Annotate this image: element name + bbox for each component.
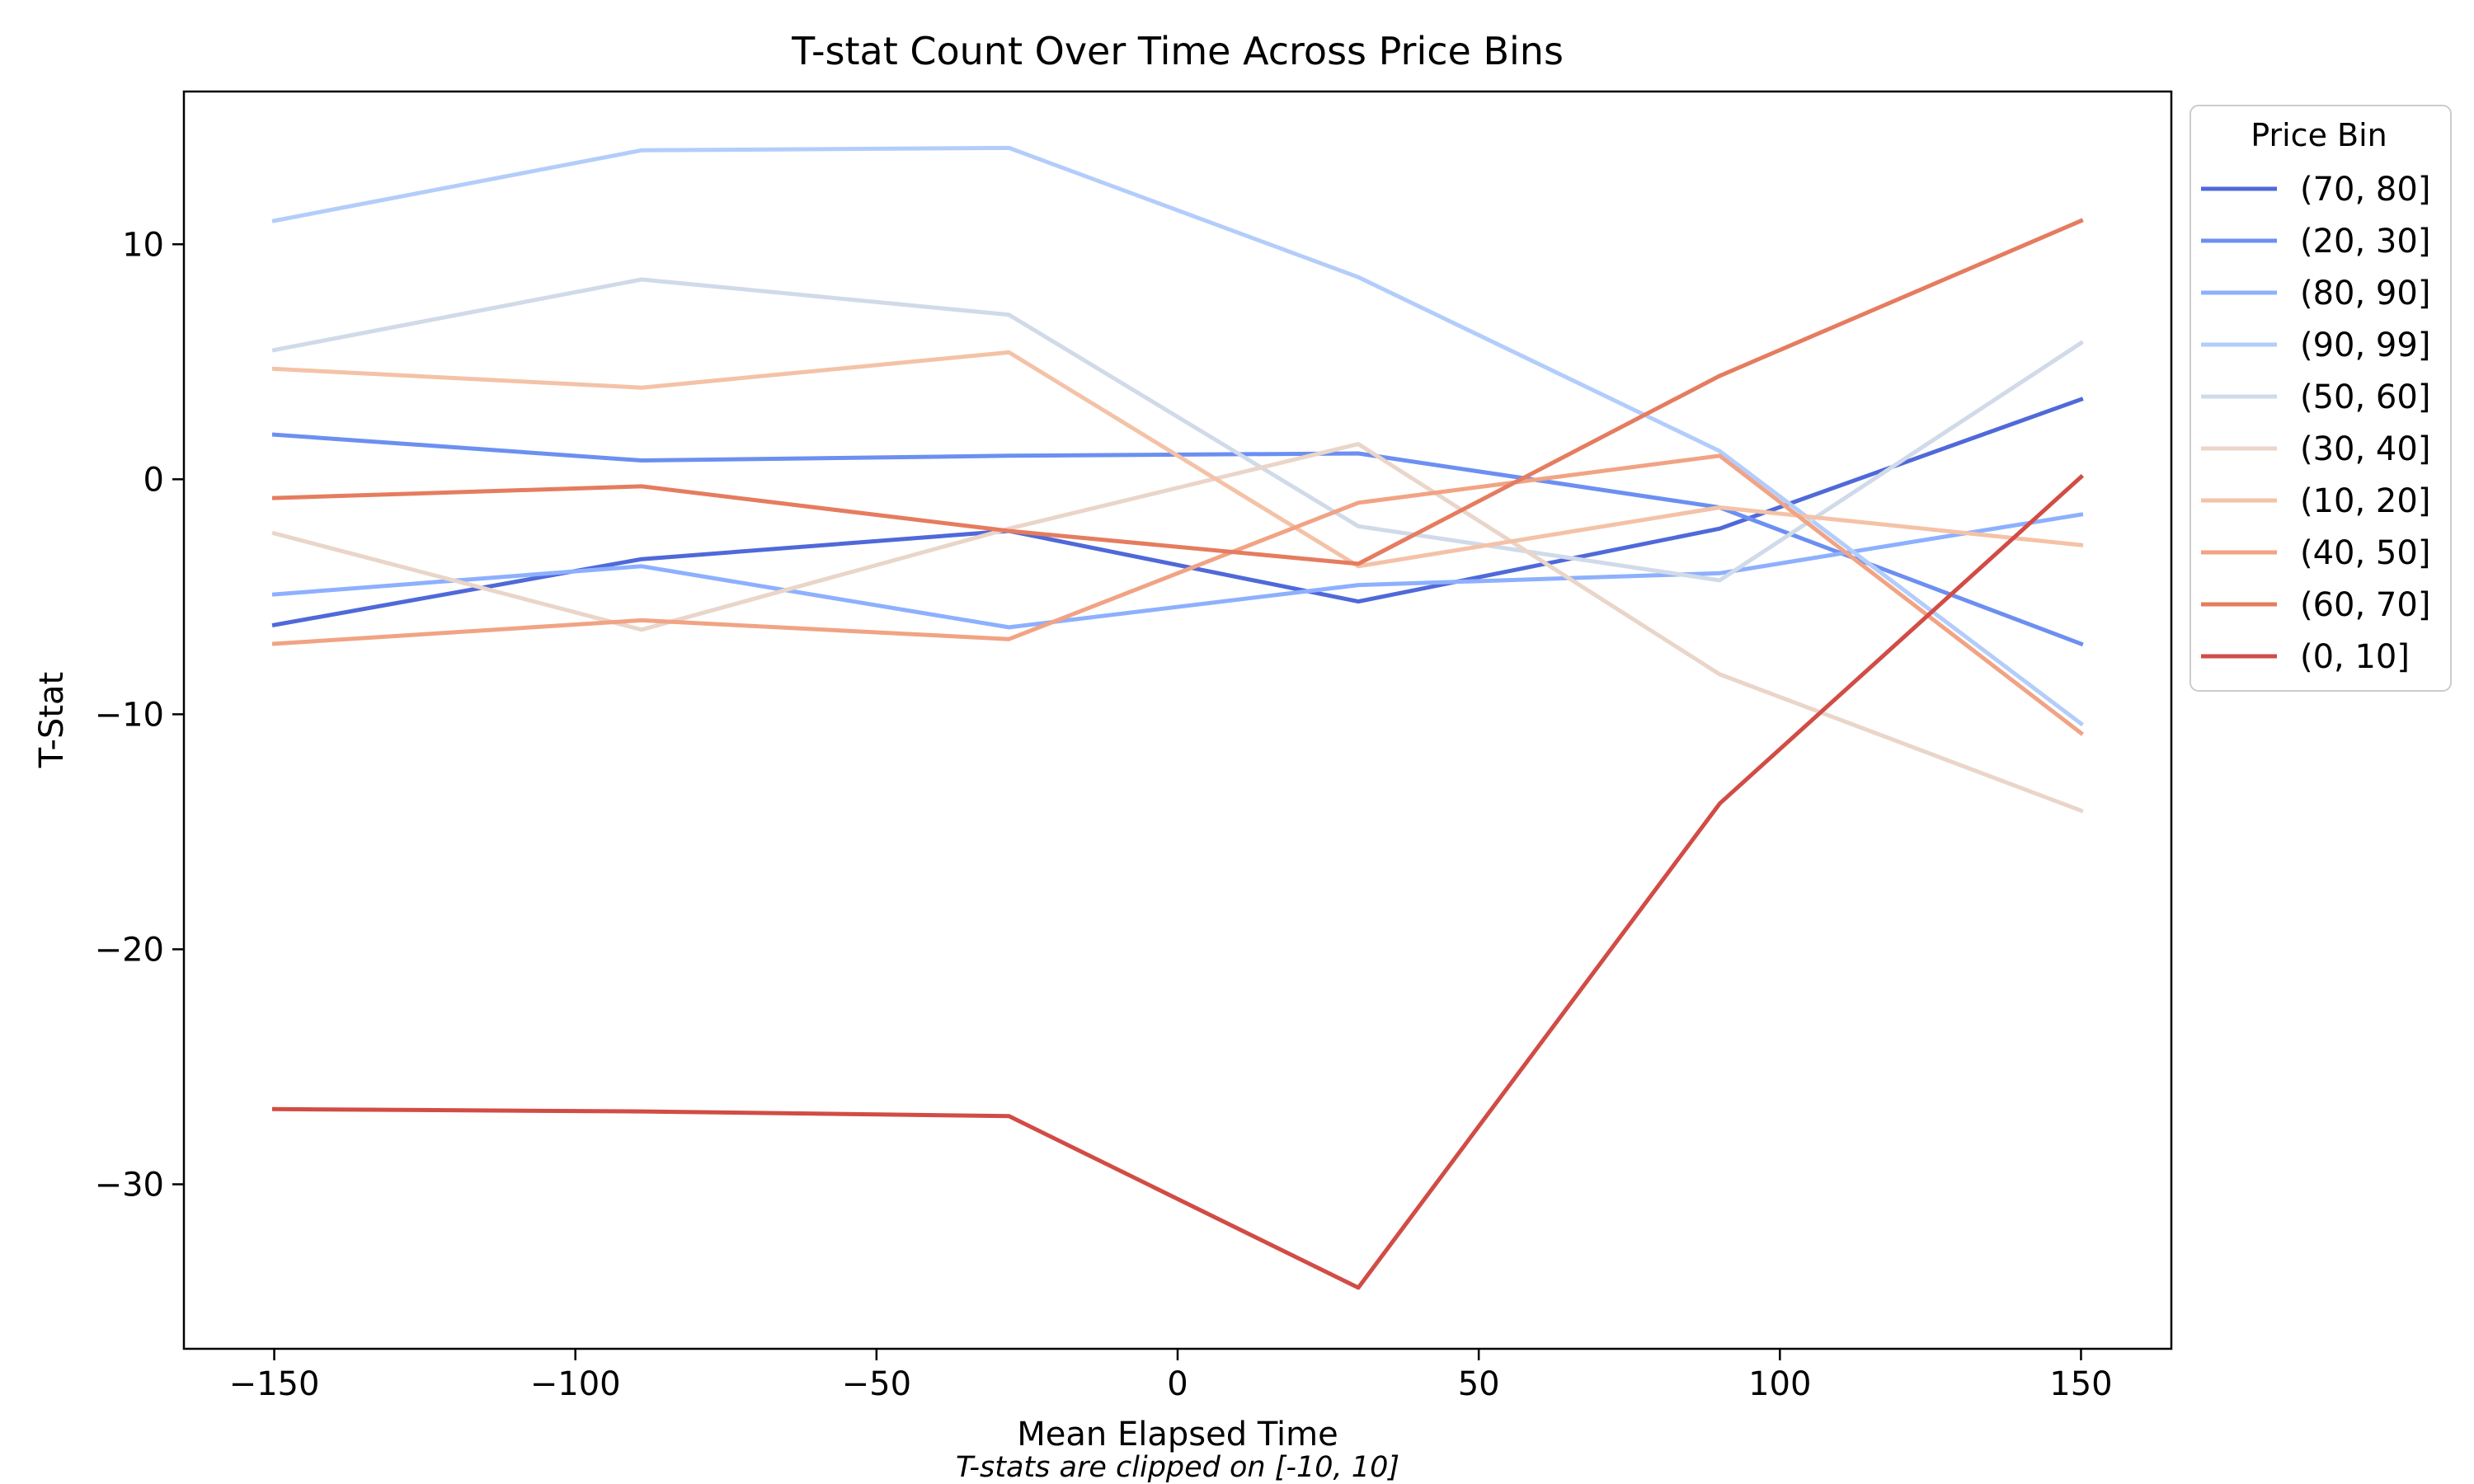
legend-frame [2189, 105, 2452, 692]
series-line-1 [271, 432, 2084, 647]
x-tick-label: 100 [1748, 1365, 1811, 1403]
series-line-7 [271, 453, 2085, 736]
series-layer [271, 145, 2085, 1290]
legend: Price Bin (70, 80] (20, 30] (80, 90] (90, 9… [2189, 105, 2452, 692]
x-tick-label: 150 [2049, 1365, 2112, 1403]
legend-label-0: (70, 80] [2300, 171, 2430, 209]
clipping-footnote: T-stats are clipped on [-10, 10] [956, 1451, 1399, 1484]
series-line-9 [271, 473, 2085, 1290]
series-line-6 [271, 350, 2084, 569]
chart-title: T-stat Count Over Time Across Price Bins [791, 29, 1564, 73]
legend-label-6: (10, 20] [2300, 482, 2430, 520]
series-line-2 [271, 512, 2084, 630]
legend-label-3: (90, 99] [2300, 326, 2430, 364]
legend-label-5: (30, 40] [2300, 430, 2430, 468]
legend-title: Price Bin [2251, 117, 2387, 153]
series-line-8 [271, 218, 2084, 566]
series-line-3 [271, 145, 2085, 727]
series-line-4 [271, 277, 2084, 583]
legend-items: (70, 80] (20, 30] (80, 90] (90, 99] (50, 60]… [2201, 171, 2430, 676]
y-tick-label: 0 [143, 461, 164, 499]
y-axis: 10 0 −10 −20 −30 [95, 226, 184, 1204]
x-axis: −150 −100 −50 0 50 100 150 [229, 1349, 2113, 1403]
legend-label-8: (60, 70] [2300, 586, 2430, 624]
plot-area-frame [182, 90, 2173, 1350]
series-line-0 [271, 397, 2084, 628]
legend-label-4: (50, 60] [2300, 378, 2430, 416]
x-tick-label: −150 [229, 1365, 320, 1403]
x-tick-label: −50 [842, 1365, 911, 1403]
x-tick-label: 0 [1167, 1365, 1188, 1403]
legend-label-1: (20, 30] [2300, 223, 2430, 261]
y-tick-label: −30 [95, 1166, 164, 1204]
x-axis-label: Mean Elapsed Time [1017, 1416, 1338, 1453]
y-tick-label: −10 [95, 696, 164, 734]
x-tick-label: 50 [1458, 1365, 1500, 1403]
y-tick-label: −20 [95, 931, 164, 969]
series-line-5 [271, 442, 2084, 814]
legend-label-9: (0, 10] [2300, 638, 2410, 676]
legend-label-2: (80, 90] [2300, 275, 2430, 312]
legend-label-7: (40, 50] [2300, 534, 2430, 572]
y-tick-label: 10 [122, 226, 164, 264]
y-axis-label: T-Stat [33, 672, 71, 768]
x-tick-label: −100 [530, 1365, 621, 1403]
